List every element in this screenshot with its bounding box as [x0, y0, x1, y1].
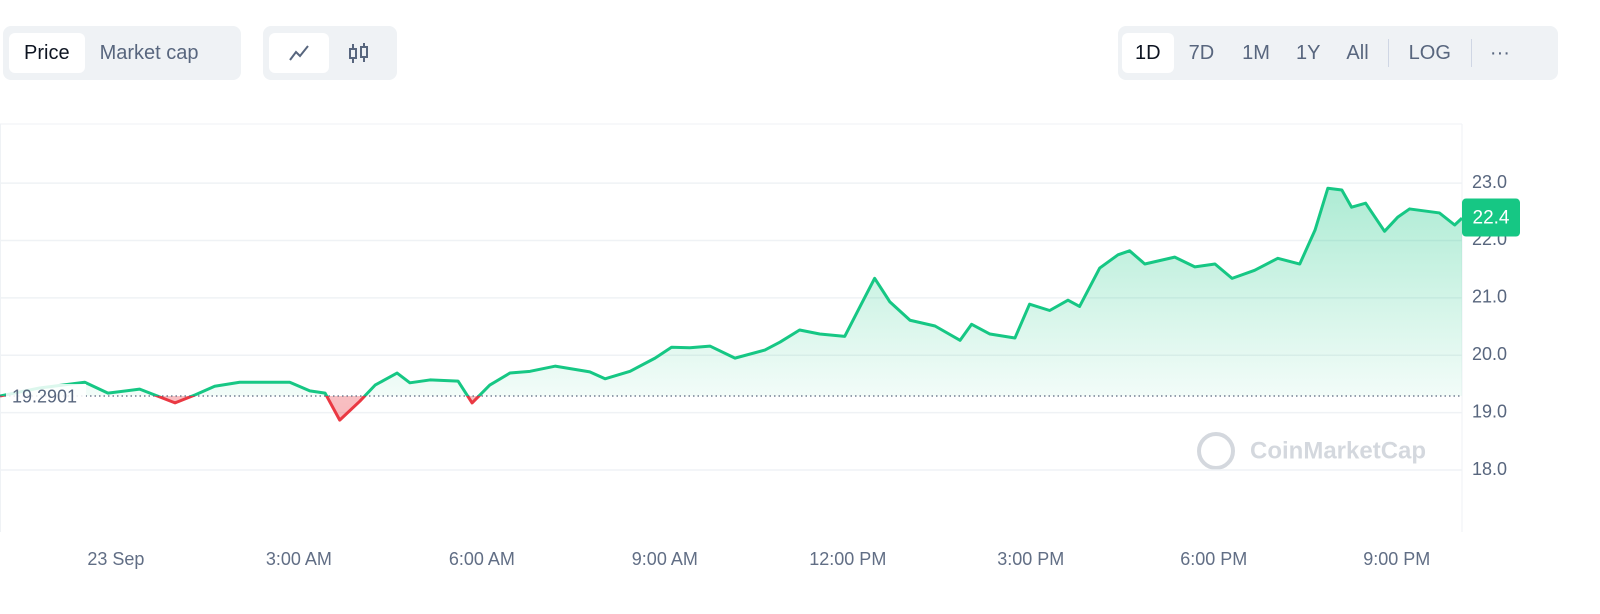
y-tick-label: 23.0	[1472, 172, 1507, 192]
range-button[interactable]: 7D	[1188, 41, 1215, 64]
x-tick-label: 23 Sep	[87, 549, 144, 569]
chart-type-group	[263, 26, 397, 80]
range-button[interactable]: 1D	[1122, 33, 1174, 73]
range-button[interactable]: All	[1346, 41, 1369, 64]
price-tag-label: 22.4	[1473, 208, 1510, 229]
line-down	[0, 395, 482, 422]
x-tick-label: 12:00 PM	[809, 549, 886, 569]
log-button[interactable]: LOG	[1408, 41, 1451, 64]
x-tick-label: 6:00 PM	[1180, 549, 1247, 569]
line-icon	[289, 45, 309, 61]
watermark-logo	[1197, 432, 1235, 470]
range-button[interactable]: 1M	[1242, 41, 1270, 64]
y-tick-label: 20.0	[1472, 344, 1507, 364]
area-up	[0, 188, 1462, 396]
separator	[1387, 39, 1389, 67]
watermark: CoinMarketCap	[1197, 432, 1426, 470]
line-up	[0, 186, 1464, 396]
tab[interactable]: Market cap	[99, 41, 199, 64]
watermark-text: CoinMarketCap	[1250, 437, 1426, 464]
price-tag	[1462, 198, 1520, 237]
range-group: 1D 7D 1M 1Y All LOG ···	[1118, 26, 1558, 80]
y-tick-label: 19.0	[1472, 401, 1507, 421]
more-button[interactable]: ···	[1489, 41, 1510, 64]
x-tick-label: 3:00 PM	[997, 549, 1064, 569]
tab[interactable]: Price	[9, 33, 85, 73]
range-button[interactable]: 1Y	[1295, 41, 1321, 64]
x-tick-label: 9:00 PM	[1363, 549, 1430, 569]
reference-label: 19.2901	[12, 387, 77, 407]
reference-label-bg	[6, 383, 86, 410]
line-chart-button[interactable]	[269, 33, 329, 73]
candle-icon	[349, 43, 368, 63]
x-tick-label: 9:00 AM	[632, 549, 698, 569]
y-tick-label: 18.0	[1472, 459, 1507, 479]
x-tick-label: 6:00 AM	[449, 549, 515, 569]
candle-chart-button[interactable]	[329, 33, 389, 73]
area-down	[0, 395, 479, 421]
x-tick-label: 3:00 AM	[266, 549, 332, 569]
separator	[1470, 39, 1472, 67]
y-tick-label: 21.0	[1472, 287, 1507, 307]
y-tick-label: 22.0	[1472, 229, 1507, 249]
tab-group: Price Market cap	[3, 26, 241, 80]
